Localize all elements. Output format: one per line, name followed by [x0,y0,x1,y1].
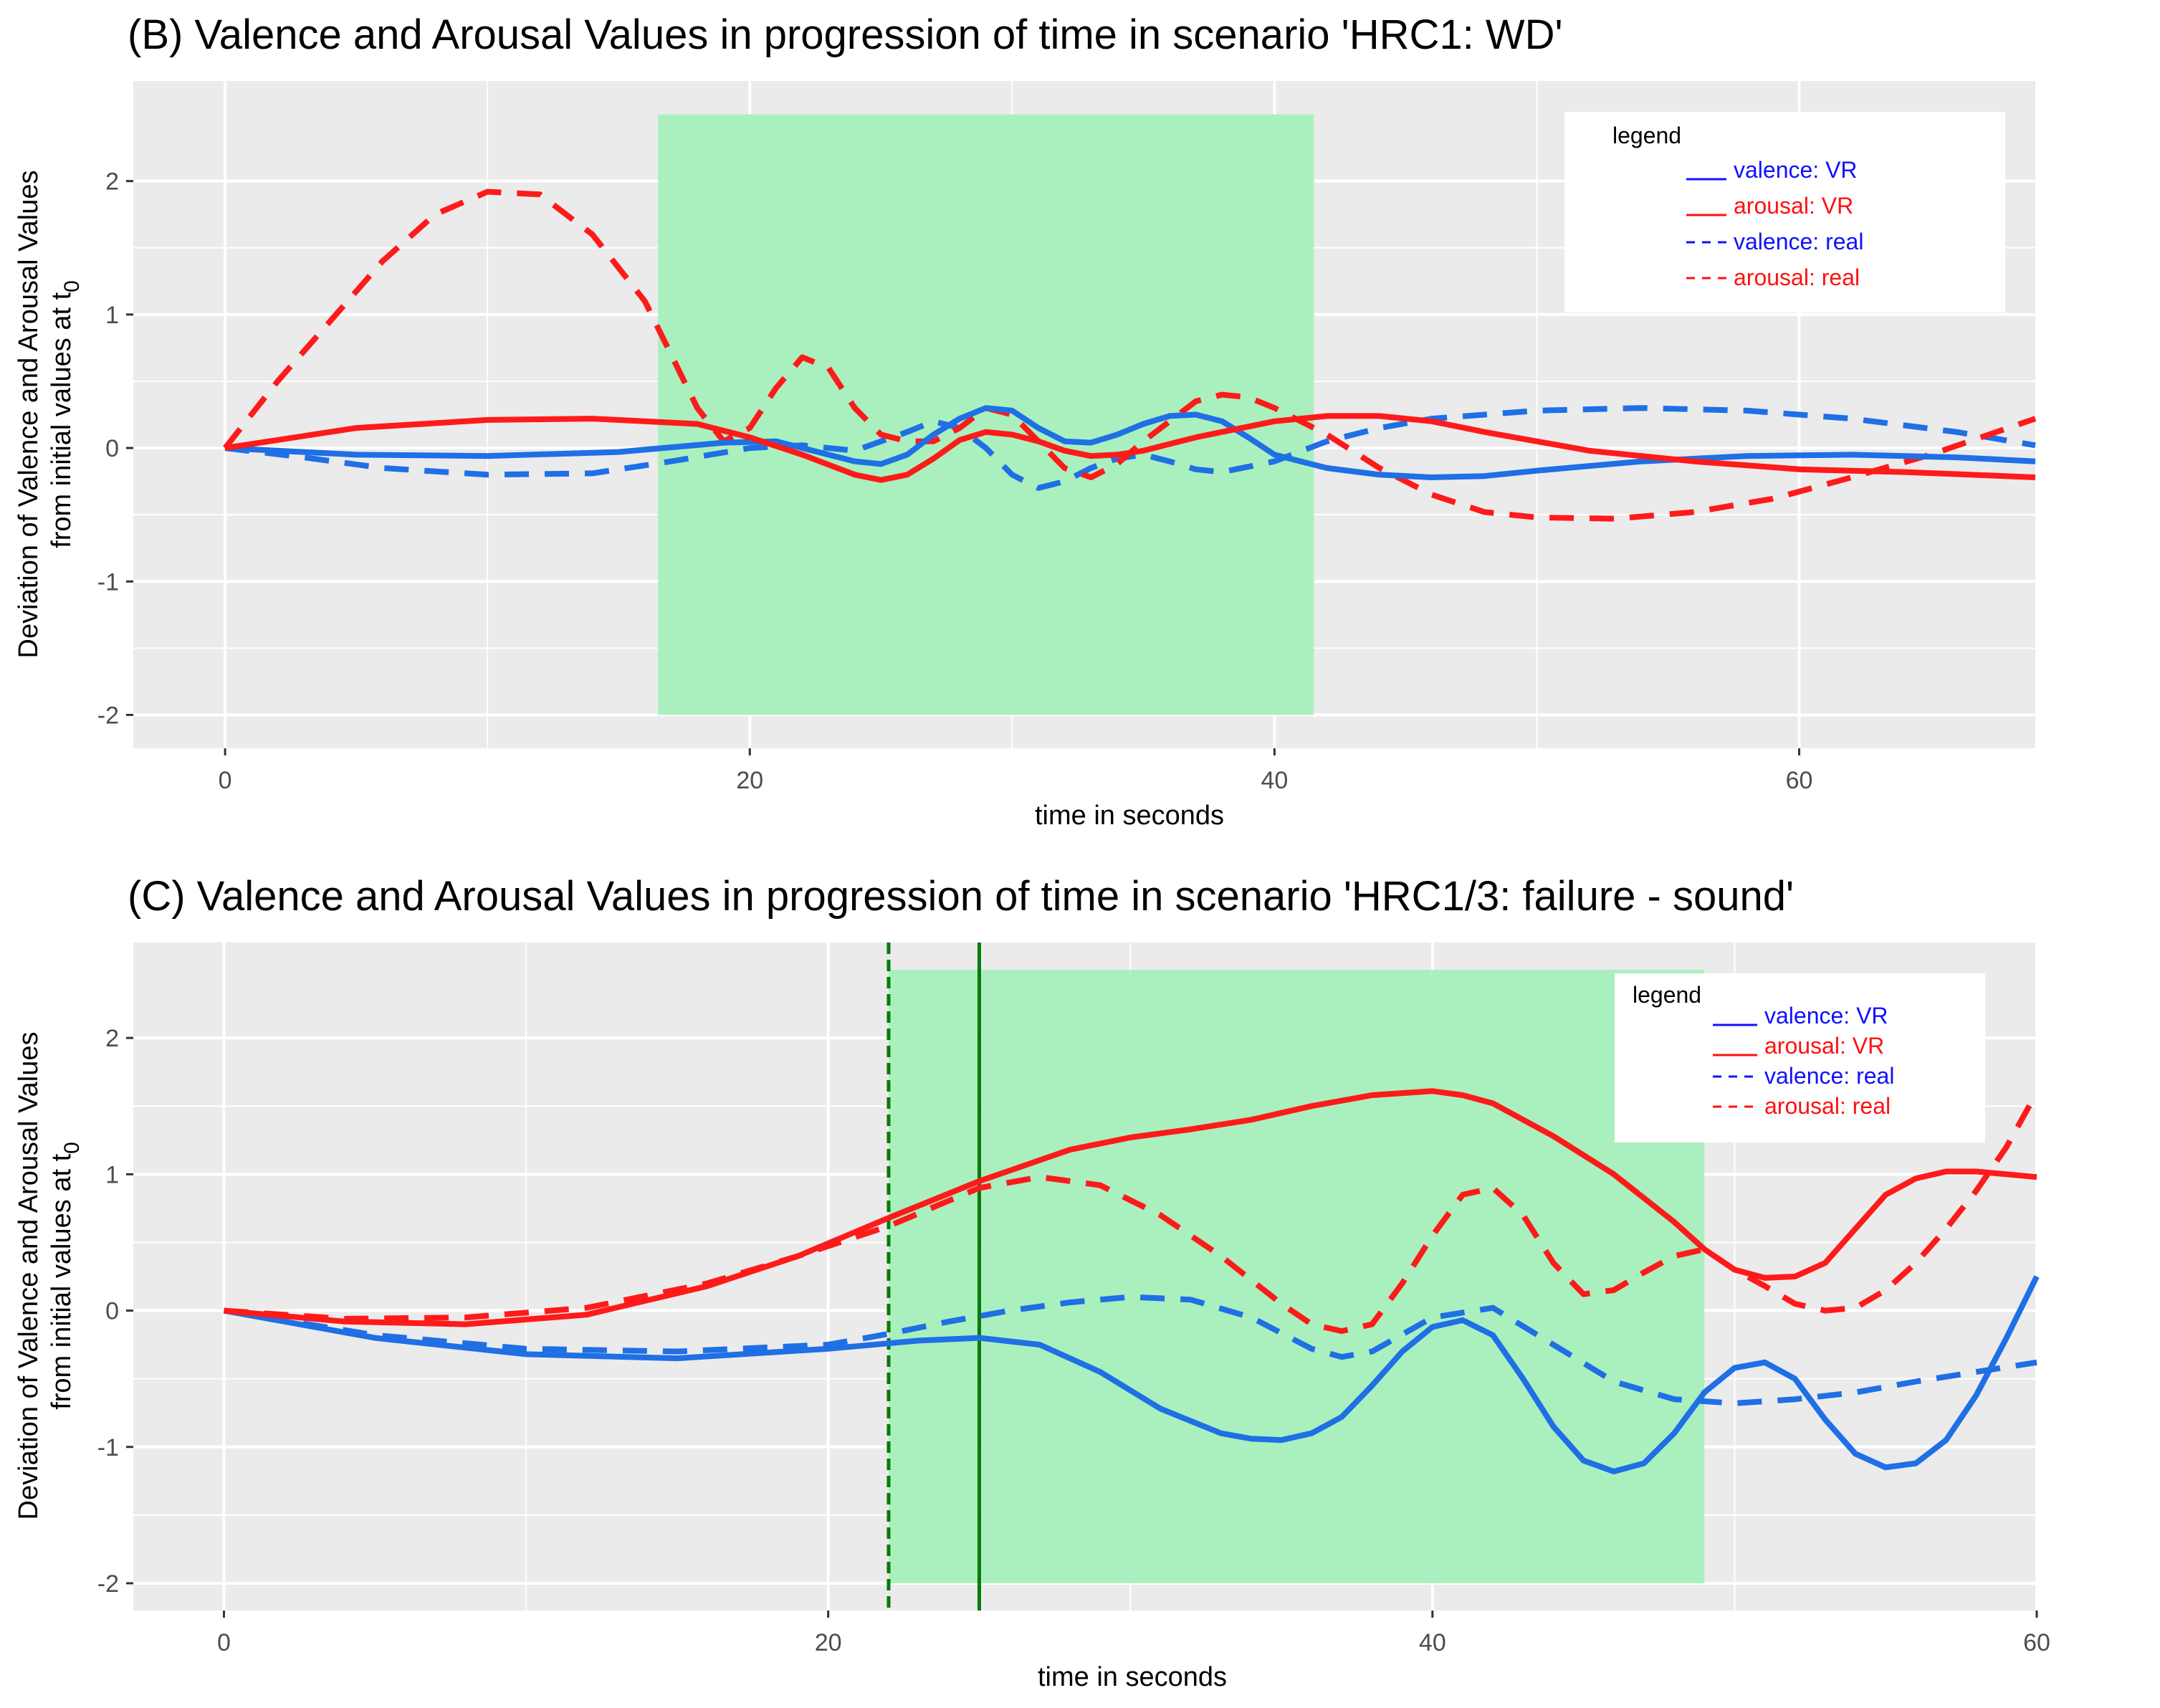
panel-b-y-tick-label: 1 [105,302,119,329]
panel-b-legend-label: valence: VR [1734,157,1858,183]
panel-c-legend-title: legend [1633,982,1701,1008]
panel-c-y-tick-label: -1 [97,1434,119,1461]
panel-b-series-valence-real [224,405,2036,491]
panel-b-y-axis-label-line1: Deviation of Valence and Arousal Values [14,171,44,659]
panel-c-series-valence-vr [223,1275,2040,1474]
panel-c-vlines [887,943,981,1611]
panel-c-y-axis-label-line1: Deviation of Valence and Arousal Values [14,1032,44,1520]
panel-c-x-axis-label: time in seconds [1038,1662,1227,1692]
panel-b-x-tick-label: 60 [1786,767,1813,794]
panel-c-legend-label: arousal: real [1764,1093,1891,1119]
panel-c-x-ticks: 0 20 40 60 [217,1629,2050,1656]
panel-b-legend-entries: valence: VR arousal: VR valence: real arous… [1686,157,1863,290]
panel-b-x-tick-label: 20 [736,767,763,794]
panel-c-x-tick-label: 0 [217,1629,231,1656]
panel-c-legend-entries: valence: VR arousal: VR valence: real arous… [1713,1003,1894,1119]
panel-c-legend-label: valence: VR [1764,1003,1888,1029]
panel-b-y-tick-label: -2 [97,702,119,729]
panel-c-legend: legend valence: VR arousal: VR valence: re… [1615,973,1985,1142]
panel-c-series-valence-real [223,1294,2037,1406]
panel-b-x-tick-label: 0 [219,767,232,794]
panel-b-y-axis-label-line2: from initial values at t0 [47,280,84,548]
panel-b-x-axis-label: time in seconds [1035,801,1224,831]
panel-c-y-ticks: -2 -1 0 1 2 [97,1025,119,1598]
panel-c-y-axis-label-line2: from initial values at t0 [47,1142,84,1410]
panel-b-title: (B) Valence and Arousal Values in progre… [128,11,1563,58]
panel-b-y-ticks: -2 -1 0 1 2 [97,168,119,730]
panel-b-legend-label: valence: real [1734,229,1863,254]
panel-b-series-valence-vr [224,405,2036,480]
panel-b-y-tick-label: 0 [105,435,119,462]
panel-c-legend-label: valence: real [1764,1063,1894,1089]
panel-c-x-tick-label: 20 [815,1629,842,1656]
panel-c: (C) Valence and Arousal Values in progre… [14,873,2050,1692]
panel-b-legend-title: legend [1612,123,1681,148]
panel-c-y-tick-label: -2 [97,1570,119,1598]
panel-b-y-tick-label: -1 [97,568,119,596]
panel-c-y-tick-label: 0 [105,1298,119,1325]
panel-b-legend-box [1564,112,2005,313]
panel-b-legend: legend valence: VR arousal: VR valence: re… [1564,112,2005,313]
panel-c-series-arousal-vr [224,1088,2037,1327]
panel-c-title: (C) Valence and Arousal Values in progre… [128,873,1794,920]
panel-c-x-tick-label: 60 [2023,1629,2050,1656]
panel-c-series-arousal-real [224,1091,2040,1335]
panel-c-series [223,1088,2040,1474]
panel-b-legend-label: arousal: VR [1734,193,1853,219]
panel-b-y-tick-label: 2 [105,168,119,196]
panel-b-series-arousal-vr [224,413,2036,483]
panel-c-highlight-region [888,970,1705,1583]
panel-b: (B) Valence and Arousal Values in progre… [14,11,2037,831]
panel-b-x-tick-label: 40 [1261,767,1288,794]
panel-b-x-ticks: 0 20 40 60 [219,767,1813,794]
panel-c-legend-label: arousal: VR [1764,1033,1884,1059]
panel-b-legend-label: arousal: real [1734,264,1860,290]
panel-c-x-tick-label: 40 [1419,1629,1446,1656]
panel-b-series [222,189,2037,522]
panel-c-y-tick-label: 2 [105,1025,119,1052]
panel-c-y-tick-label: 1 [105,1161,119,1188]
panel-c-legend-box [1615,973,1985,1142]
